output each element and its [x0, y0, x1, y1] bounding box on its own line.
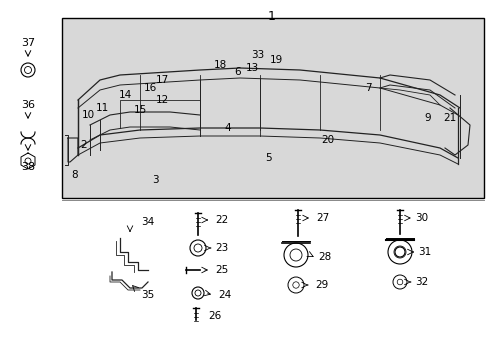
Text: 6: 6 [234, 67, 241, 77]
Text: 14: 14 [118, 90, 131, 100]
Text: 28: 28 [317, 252, 330, 262]
Text: 3: 3 [151, 175, 158, 185]
Text: 33: 33 [251, 50, 264, 60]
Text: 29: 29 [314, 280, 327, 290]
Text: 2: 2 [81, 140, 87, 150]
Text: 24: 24 [218, 290, 231, 300]
Text: 30: 30 [414, 213, 427, 223]
Text: 7: 7 [364, 83, 370, 93]
Text: 11: 11 [95, 103, 108, 113]
Text: 12: 12 [155, 95, 168, 105]
Text: 10: 10 [81, 110, 94, 120]
Text: 5: 5 [264, 153, 271, 163]
Text: 22: 22 [215, 215, 228, 225]
Text: 20: 20 [321, 135, 334, 145]
Text: 1: 1 [267, 10, 275, 23]
Text: 19: 19 [269, 55, 282, 65]
Text: 32: 32 [414, 277, 427, 287]
Text: 17: 17 [155, 75, 168, 85]
Text: 36: 36 [21, 100, 35, 110]
Text: 37: 37 [21, 38, 35, 48]
Text: 13: 13 [245, 63, 258, 73]
Text: 31: 31 [417, 247, 430, 257]
Text: 16: 16 [143, 83, 156, 93]
Text: 8: 8 [72, 170, 78, 180]
Text: 21: 21 [443, 113, 456, 123]
Bar [62, 18, 483, 198]
Text: 38: 38 [21, 162, 35, 172]
Text: 26: 26 [207, 311, 221, 321]
Text: 27: 27 [315, 213, 328, 223]
Text: 9: 9 [424, 113, 430, 123]
Text: 15: 15 [133, 105, 146, 115]
Text: 18: 18 [213, 60, 226, 70]
Text: 35: 35 [141, 290, 154, 300]
Text: 4: 4 [224, 123, 231, 133]
Text: 34: 34 [141, 217, 154, 227]
Text: 23: 23 [215, 243, 228, 253]
Text: 25: 25 [215, 265, 228, 275]
